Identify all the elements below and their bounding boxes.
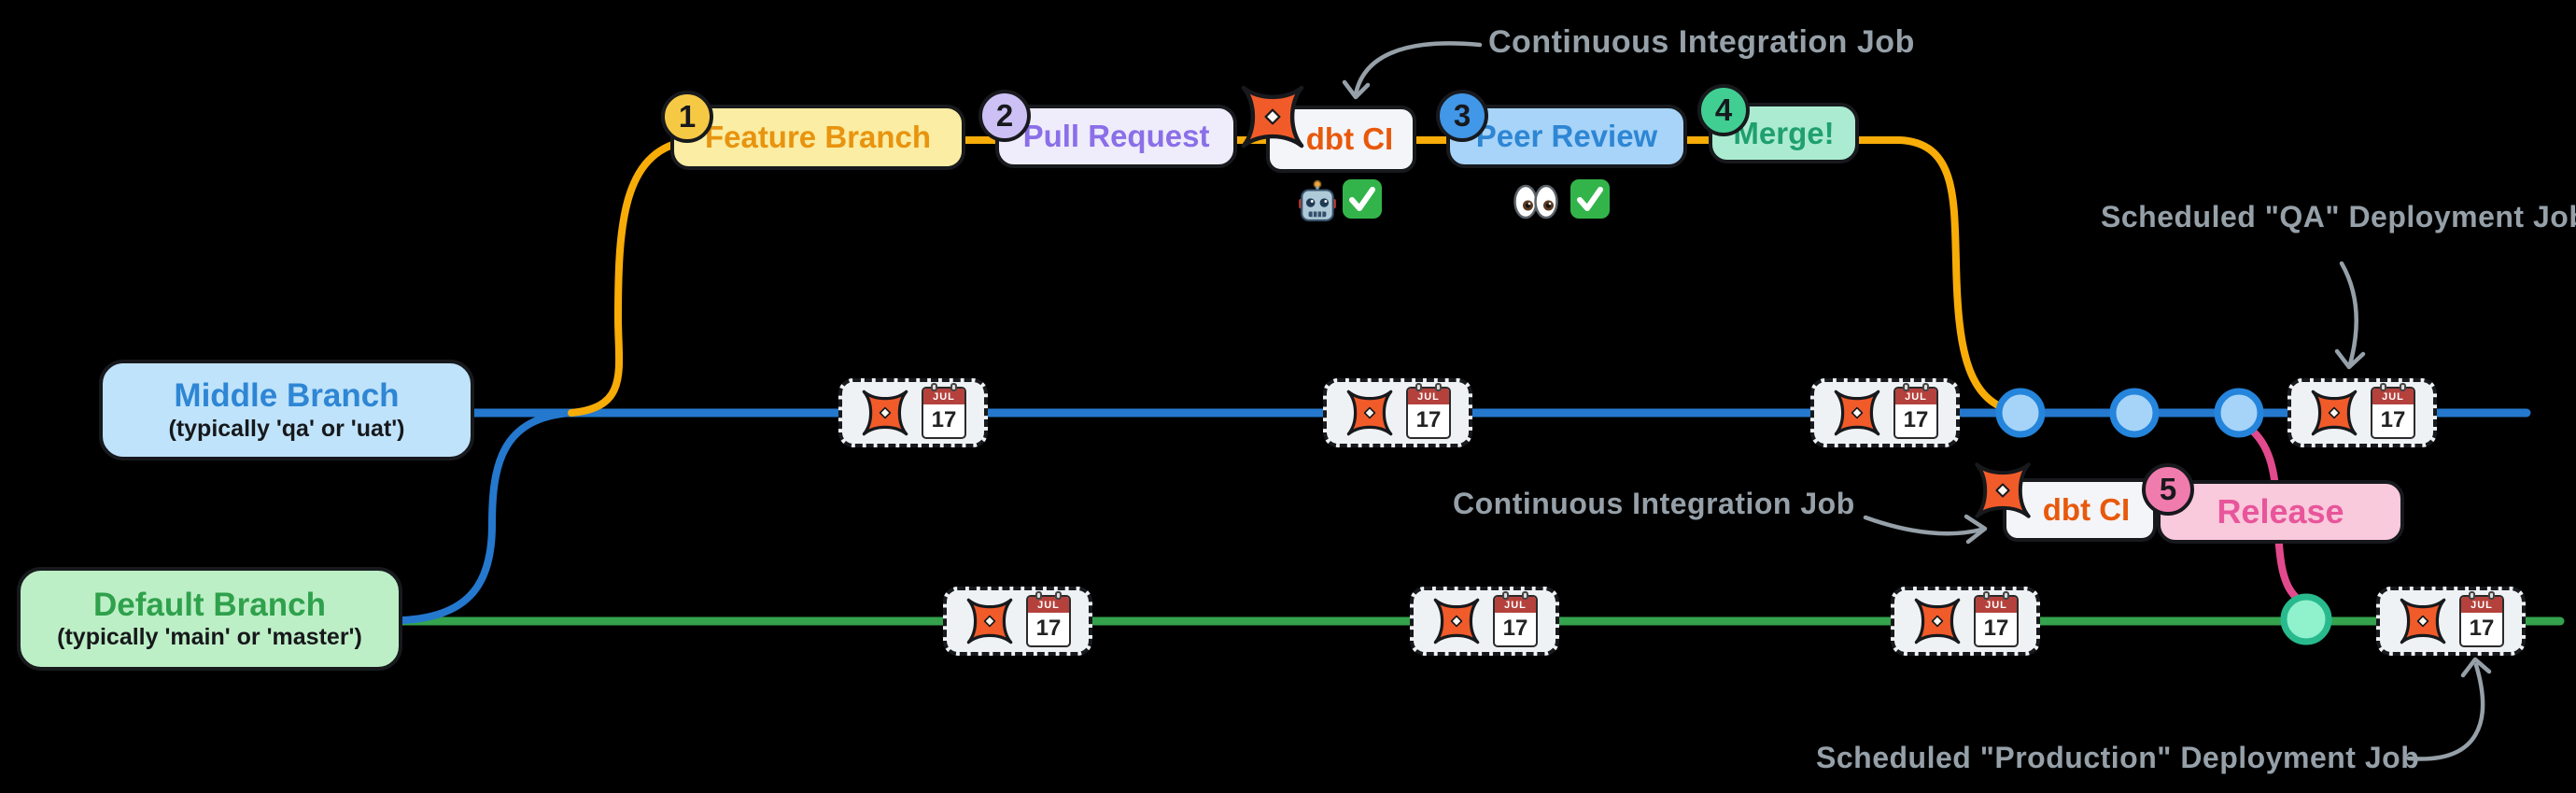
scheduled-job-badge: JUL 17 — [2376, 587, 2526, 656]
calendar-icon: JUL 17 — [2459, 591, 2504, 647]
peer-review-label: Peer Review — [1475, 119, 1658, 153]
scheduled-job-badge: JUL 17 — [943, 587, 1092, 656]
scheduled-job-badge: JUL 17 — [1891, 587, 2040, 656]
calendar-ring — [1435, 383, 1442, 391]
ci-bottom-label: Continuous Integration Job — [1453, 487, 1855, 520]
calendar-day: 17 — [1502, 615, 1528, 641]
calendar-ring — [2488, 591, 2495, 600]
dbt-ci-pr-label: dbt CI — [1305, 121, 1394, 156]
calendar-ring — [1035, 591, 1042, 600]
check-icon — [1343, 179, 1382, 219]
dbt-logo-icon — [1914, 598, 1961, 644]
calendar-day: 17 — [1983, 615, 2009, 641]
scheduled-job-badge: JUL 17 — [1810, 378, 1960, 447]
merge-label: Merge! — [1733, 115, 1835, 150]
calendar-icon: JUL 17 — [1026, 591, 1071, 647]
scheduled-job-badge: JUL 17 — [1323, 378, 1472, 447]
ci-top-arrow — [1342, 41, 1483, 100]
calendar-ring — [1522, 591, 1528, 600]
calendar-ring — [2400, 383, 2406, 391]
calendar-icon: JUL 17 — [1893, 383, 1938, 439]
calendar-month: JUL — [1495, 597, 1536, 613]
commit-dot — [2214, 388, 2264, 438]
calendar-icon: JUL 17 — [2371, 383, 2415, 439]
step-4-number: 4 — [1697, 84, 1750, 136]
scheduled-job-badge: JUL 17 — [2287, 378, 2437, 447]
release-label: Release — [2217, 492, 2344, 531]
scheduled-job-badge: JUL 17 — [1410, 587, 1559, 656]
calendar-ring — [1903, 383, 1909, 391]
dbt-logo-icon — [966, 598, 1013, 644]
feature-branch-label: Feature Branch — [704, 120, 932, 154]
scheduled-job-badge: JUL 17 — [838, 378, 988, 447]
dbt-logo-icon — [1346, 389, 1393, 436]
step-1-number: 1 — [661, 91, 713, 143]
calendar-month: JUL — [1976, 597, 2017, 613]
release-box: Release — [2157, 480, 2404, 544]
calendar-month: JUL — [2372, 389, 2414, 404]
calendar-icon: JUL 17 — [1974, 591, 2019, 647]
calendar-day: 17 — [2380, 406, 2406, 432]
commit-dot — [1995, 388, 2046, 438]
calendar-month: JUL — [923, 389, 964, 404]
dbt-ci-release-label: dbt CI — [2042, 492, 2131, 527]
qa-deploy-arrow — [2334, 261, 2366, 370]
calendar-ring — [1922, 383, 1929, 391]
dbt-logo-icon — [862, 389, 908, 436]
commit-dot — [2109, 388, 2160, 438]
dbt-logo-icon — [1241, 85, 1304, 149]
calendar-day: 17 — [1035, 615, 1062, 641]
default-branch-subtitle: (typically 'main' or 'master') — [57, 624, 362, 651]
default-branch-box: Default Branch (typically 'main' or 'mas… — [17, 567, 402, 671]
dbt-logo-icon — [1834, 389, 1880, 436]
middle-branch-box: Middle Branch (typically 'qa' or 'uat') — [99, 360, 474, 460]
pull-request-label: Pull Request — [1022, 119, 1210, 153]
feature-branch-box: Feature Branch — [670, 105, 965, 170]
ci-bottom-arrow — [1863, 514, 1988, 545]
calendar-ring — [2380, 383, 2386, 391]
default-branch-title: Default Branch — [93, 586, 326, 623]
dbt-ci-box-release: dbt CI — [2003, 478, 2157, 542]
calendar-icon: JUL 17 — [1493, 591, 1538, 647]
eyes-icon — [1513, 184, 1558, 219]
calendar-day: 17 — [2469, 615, 2495, 641]
calendar-day: 17 — [1415, 406, 1442, 432]
calendar-icon: JUL 17 — [922, 383, 966, 439]
calendar-ring — [1415, 383, 1422, 391]
calendar-icon: JUL 17 — [1406, 383, 1451, 439]
step-3-number: 3 — [1436, 90, 1488, 142]
calendar-ring — [2469, 591, 2475, 600]
calendar-month: JUL — [1408, 389, 1449, 404]
step-5-number: 5 — [2142, 463, 2194, 516]
calendar-ring — [1055, 591, 1062, 600]
dbt-logo-icon — [1433, 598, 1480, 644]
release-commit-dot — [2280, 593, 2332, 645]
check-icon — [1570, 179, 1610, 219]
dbt-logo-icon — [2311, 389, 2358, 436]
calendar-ring — [931, 383, 937, 391]
calendar-day: 17 — [931, 406, 957, 432]
middle-branch-subtitle: (typically 'qa' or 'uat') — [168, 415, 405, 442]
calendar-ring — [2003, 591, 2009, 600]
middle-branch-fork-curve — [400, 409, 575, 624]
dbt-logo-icon — [1975, 462, 2031, 518]
dbt-logo-icon — [2400, 598, 2446, 644]
prod-deploy-arrow — [2406, 657, 2492, 761]
calendar-month: JUL — [1028, 597, 1069, 613]
calendar-ring — [950, 383, 957, 391]
robot-icon — [1299, 179, 1336, 221]
prod-deploy-label: Scheduled "Production" Deployment Job — [1816, 741, 2420, 774]
calendar-ring — [1983, 591, 1990, 600]
middle-branch-title: Middle Branch — [174, 377, 400, 415]
pull-request-box: Pull Request — [995, 105, 1237, 168]
calendar-ring — [1502, 591, 1509, 600]
qa-deploy-label: Scheduled "QA" Deployment Job — [2101, 200, 2576, 234]
calendar-day: 17 — [1903, 406, 1929, 432]
ci-top-label: Continuous Integration Job — [1488, 24, 1915, 60]
calendar-month: JUL — [1895, 389, 1936, 404]
calendar-month: JUL — [2461, 597, 2502, 613]
step-2-number: 2 — [978, 90, 1031, 142]
